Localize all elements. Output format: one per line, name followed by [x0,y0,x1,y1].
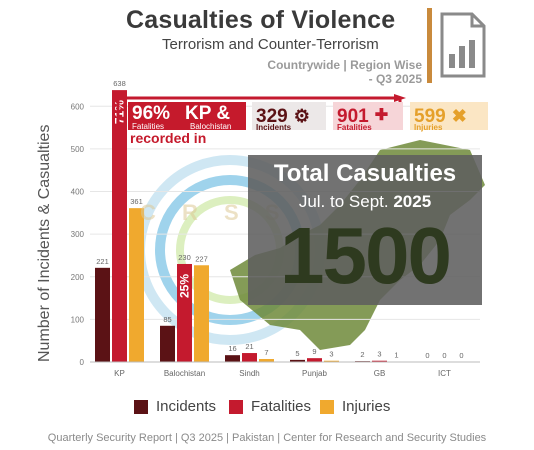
bar-fatalities-punjab [307,358,322,362]
bar-incidents-punjab [290,359,305,362]
x-tick-label: Sindh [239,369,259,378]
legend-swatch-fatalities [229,399,243,414]
value-label: 1 [394,351,398,360]
stat-incidents-label: Incidents [256,123,292,132]
injury-x-icon: ✖ [451,106,467,126]
value-label: 0 [425,351,429,360]
stat-fatalities: 901 ✚ Fatalities [333,102,403,132]
value-label: 3 [377,350,381,359]
bracket-arrow-head [394,94,406,102]
stat-injuries-value: 599 [414,105,446,127]
stat-fatalities-value: 901 [337,105,369,127]
x-tick-label: GB [374,369,386,378]
y-tick-label: 500 [71,145,85,154]
legend-item-incidents: Incidents [134,398,216,415]
kp-percent: 96% [132,103,171,124]
value-label: 2 [360,350,364,359]
y-tick-label: 300 [71,230,85,239]
legend-label-injuries: Injuries [342,398,391,415]
value-label: 0 [459,351,463,360]
stat-fatalities-label: Fatalities [337,123,372,132]
bar-incidents-sindh [225,355,240,362]
chart-subtitle: Terrorism and Counter-Terrorism [162,36,379,53]
bar-injuries-punjab [324,360,339,362]
stat-injuries: 599 ✖ Injuries [410,102,488,132]
value-label: 7 [264,348,268,357]
y-tick-label: 600 [71,102,85,111]
value-label: 16 [228,344,236,353]
y-tick-label: 200 [71,273,85,282]
legend-item-injuries: Injuries [320,398,390,415]
value-label: 361 [130,197,143,206]
x-tick-label: Balochistan [164,369,205,378]
total-period-year: 2025 [393,192,432,211]
bar-injuries-sindh [259,359,274,362]
bar-injuries-balochistan [194,265,209,362]
y-tick-labels: 0 100 200 300 400 500 600 [71,102,85,367]
value-label: 9 [312,347,316,356]
y-axis-label: Number of Incidents & Casualties [36,124,53,362]
bar-injuries-kp [129,208,144,362]
scope-line-1: Countrywide | Region Wise [267,58,422,72]
bar-incidents-kp [95,267,110,362]
kp-provinces-label: Balochistan [190,122,232,131]
value-label: 3 [329,350,333,359]
value-label: 227 [195,254,208,263]
value-label: 5 [295,349,299,358]
total-casualties-title: Total Casualties [273,160,457,187]
value-label: 221 [96,257,109,266]
total-casualties-value: 1500 [280,211,452,300]
value-label: 230 [178,253,191,262]
value-label: 85 [163,315,171,324]
bar-fatalities-sindh [242,353,257,362]
value-label: 638 [113,79,126,88]
x-tick-label: KP [114,369,125,378]
y-tick-label: 0 [80,358,85,367]
report-document-icon [440,12,486,78]
total-period-months: Jul. to Sept. [298,192,389,211]
bar-fatalities-gb [372,360,387,362]
kp-provinces: KP & [185,103,231,124]
total-casualties-period: Jul. to Sept. 2025 [248,192,482,212]
legend-swatch-injuries [320,399,334,414]
legend-label-incidents: Incidents [156,398,217,415]
x-tick-labels: KP Balochistan Sindh Punjab GB ICT [114,369,451,378]
title-accent-bar [427,8,432,83]
footer-credit: Quarterly Security Report | Q3 2025 | Pa… [47,432,487,444]
total-casualties-panel [248,155,482,305]
x-tick-label: Punjab [302,369,327,378]
y-tick-label: 400 [71,188,85,197]
bar-fatalities-balochistan [177,263,192,362]
value-label: 21 [245,342,253,351]
recorded-in-text: recorded in [130,130,207,146]
stat-incidents-value: 329 [256,105,288,127]
legend-label-fatalities: Fatalities [251,398,312,415]
scope-line-2: - Q3 2025 [368,72,422,86]
fatality-icon: ✚ [374,107,389,124]
x-tick-label: ICT [438,369,451,378]
gear-icon: ⚙ [293,106,310,126]
bar-incidents-balochistan [160,325,175,362]
chart-title: Casualties of Violence [126,6,396,34]
kp-percent-label: Fatalities [132,122,165,131]
stat-incidents: 329 ⚙ Incidents [252,102,326,132]
stat-injuries-label: Injuries [414,123,443,132]
kp-highlight-box [128,102,246,130]
legend-item-fatalities: Fatalities [229,398,311,415]
percent-annotation: 25% [178,274,192,298]
value-label: 0 [442,351,446,360]
y-tick-label: 100 [71,315,85,324]
scope-text: Countrywide | Region Wise - Q3 2025 [224,58,422,86]
legend-swatch-incidents [134,399,148,414]
